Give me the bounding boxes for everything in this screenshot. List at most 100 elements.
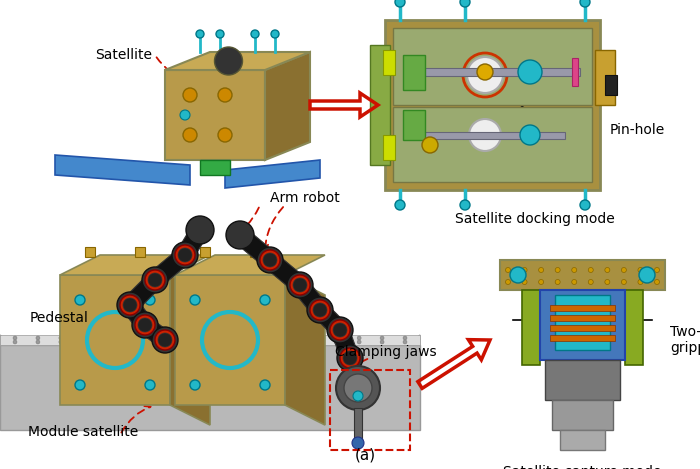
Circle shape xyxy=(588,280,594,285)
Circle shape xyxy=(186,216,214,244)
Circle shape xyxy=(117,292,143,318)
Circle shape xyxy=(580,0,590,7)
Circle shape xyxy=(265,336,270,340)
Circle shape xyxy=(218,128,232,142)
Circle shape xyxy=(336,366,380,410)
Text: Satellite: Satellite xyxy=(95,48,152,62)
Circle shape xyxy=(477,64,493,80)
Text: Pin-hole: Pin-hole xyxy=(610,123,665,137)
Circle shape xyxy=(580,200,590,210)
Circle shape xyxy=(588,267,594,272)
Circle shape xyxy=(150,340,155,344)
Circle shape xyxy=(260,380,270,390)
Polygon shape xyxy=(122,300,152,330)
Circle shape xyxy=(158,333,172,347)
Circle shape xyxy=(638,280,643,285)
Bar xyxy=(383,135,395,160)
Polygon shape xyxy=(170,275,210,425)
Polygon shape xyxy=(341,356,364,382)
Circle shape xyxy=(190,380,200,390)
Circle shape xyxy=(380,340,384,344)
Polygon shape xyxy=(60,275,170,405)
Circle shape xyxy=(353,391,363,401)
Circle shape xyxy=(257,247,283,273)
Circle shape xyxy=(214,47,242,75)
Bar xyxy=(550,325,615,331)
Circle shape xyxy=(172,242,198,268)
Polygon shape xyxy=(225,160,320,188)
Circle shape xyxy=(572,280,577,285)
Circle shape xyxy=(123,298,137,312)
Circle shape xyxy=(307,297,333,323)
Bar xyxy=(393,28,592,105)
Circle shape xyxy=(520,125,540,145)
Circle shape xyxy=(312,336,315,340)
Bar xyxy=(354,408,362,443)
Circle shape xyxy=(135,315,155,335)
Circle shape xyxy=(197,336,200,340)
Circle shape xyxy=(105,336,108,340)
Circle shape xyxy=(183,88,197,102)
Circle shape xyxy=(105,340,108,344)
Circle shape xyxy=(148,273,162,287)
Circle shape xyxy=(183,128,197,142)
Bar xyxy=(405,132,565,139)
Bar xyxy=(545,360,620,400)
Circle shape xyxy=(638,267,643,272)
Text: Two-finger
gripper: Two-finger gripper xyxy=(670,325,700,355)
Polygon shape xyxy=(139,318,170,347)
Polygon shape xyxy=(149,248,191,287)
Circle shape xyxy=(120,295,140,315)
Circle shape xyxy=(82,340,86,344)
Circle shape xyxy=(605,280,610,285)
Polygon shape xyxy=(124,273,162,311)
Circle shape xyxy=(36,340,40,344)
Circle shape xyxy=(263,253,277,267)
Circle shape xyxy=(380,336,384,340)
Bar xyxy=(370,45,390,165)
Circle shape xyxy=(265,340,270,344)
Circle shape xyxy=(132,312,158,338)
Polygon shape xyxy=(165,70,265,160)
Bar xyxy=(135,247,145,257)
Circle shape xyxy=(127,336,132,340)
Circle shape xyxy=(145,295,155,305)
Circle shape xyxy=(216,30,224,38)
Circle shape xyxy=(242,340,246,344)
Polygon shape xyxy=(165,52,310,70)
Bar xyxy=(605,75,617,95)
Polygon shape xyxy=(175,255,325,275)
Circle shape xyxy=(460,0,470,7)
Circle shape xyxy=(174,336,178,340)
Circle shape xyxy=(290,275,310,295)
Polygon shape xyxy=(175,275,285,405)
Circle shape xyxy=(220,336,223,340)
Bar xyxy=(522,290,540,365)
Text: Pedestal: Pedestal xyxy=(30,311,89,325)
Bar xyxy=(383,50,395,75)
Circle shape xyxy=(75,380,85,390)
Circle shape xyxy=(334,336,338,340)
Circle shape xyxy=(340,348,360,368)
Polygon shape xyxy=(200,160,230,175)
Circle shape xyxy=(127,340,132,344)
Text: (a): (a) xyxy=(354,447,376,462)
Circle shape xyxy=(403,336,407,340)
Polygon shape xyxy=(177,226,208,260)
Circle shape xyxy=(138,318,152,332)
Circle shape xyxy=(505,267,510,272)
Bar xyxy=(625,290,643,365)
Text: Arm robot: Arm robot xyxy=(270,191,340,205)
Bar xyxy=(550,315,615,321)
Circle shape xyxy=(522,280,527,285)
Circle shape xyxy=(312,340,315,344)
Polygon shape xyxy=(55,155,190,185)
Polygon shape xyxy=(332,327,358,361)
Circle shape xyxy=(260,250,280,270)
Circle shape xyxy=(288,340,293,344)
Polygon shape xyxy=(60,255,210,275)
Circle shape xyxy=(518,60,542,84)
Circle shape xyxy=(145,270,165,290)
Bar xyxy=(540,290,625,360)
Text: Clamping jaws: Clamping jaws xyxy=(335,345,437,359)
